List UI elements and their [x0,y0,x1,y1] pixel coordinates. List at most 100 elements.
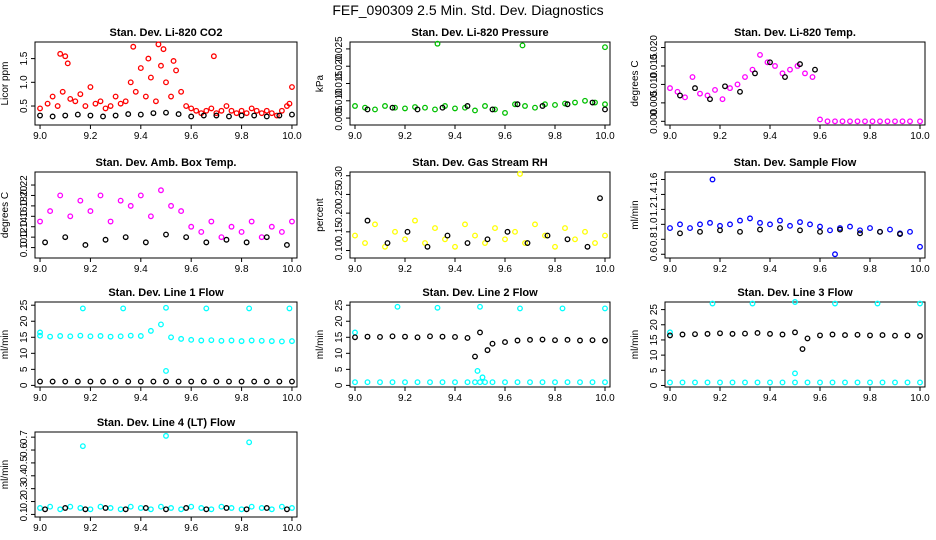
data-point [258,234,265,241]
data-point [87,333,94,340]
x-tick-label: 9.6 [184,131,198,142]
data-point [799,346,806,353]
data-point [137,111,144,118]
data-point [238,506,245,513]
data-point [74,111,81,118]
x-tick-label: 9.8 [235,393,249,404]
panel-2: Stan. Dev. Li-820 Pressure kPa 9.0 9.2 9.4 9.… [315,27,615,142]
data-point [917,300,923,307]
y-tick-label: 0.020 [334,53,345,78]
data-point [130,43,137,50]
data-point [87,506,94,513]
data-point [907,228,913,235]
data-point [203,506,210,513]
data-point [62,112,69,119]
data-point [539,103,546,109]
data-point [797,61,803,68]
data-point [489,340,496,347]
x-tick-label: 9.6 [498,264,512,275]
data-point [238,107,245,114]
x-tick-label: 10.0 [910,131,930,142]
x-tick-label: 9.2 [713,131,727,142]
data-point [238,228,245,235]
data-point [779,331,786,338]
y-tick-label: 1.6 [649,172,660,186]
data-point [137,192,144,199]
data-point [517,170,523,177]
data-point [854,118,861,125]
data-point [97,192,104,199]
data-point [97,503,104,510]
data-point [178,208,185,215]
data-point [228,223,235,230]
data-point [582,228,588,235]
y-tick-label: 0.30 [334,166,345,186]
y-tick-label: 0.7 [19,430,30,444]
data-point [777,217,783,224]
x-tick-label: 10.0 [595,131,615,142]
series-1 [352,40,608,116]
data-point [218,337,225,344]
series-2 [37,378,295,385]
y-tick-label: 0.12 [19,227,30,247]
y-tick-label: 10 [649,349,660,361]
data-point [163,368,169,374]
data-point [522,103,528,109]
data-point [82,242,89,248]
x-tick-label: 9.6 [498,393,512,404]
data-point [57,50,64,57]
data-point [559,305,566,312]
data-point [112,93,119,100]
data-point [122,234,129,241]
series-1 [37,432,295,513]
data-point [697,228,703,235]
data-point [539,379,546,386]
data-point [62,505,69,511]
panel-title: Stan. Dev. Gas Stream RH [412,157,548,169]
y-tick-label: 0.14 [19,217,30,237]
data-point [602,232,608,239]
x-tick-label: 9.2 [713,264,727,275]
panel-8: Stan. Dev. Line 2 Flow ml/min 9.0 9.2 9.4 9.6… [315,287,615,404]
data-point [37,218,43,225]
data-point [474,368,481,374]
data-point [517,305,523,312]
data-point [251,378,258,385]
data-point [213,112,220,119]
series-2 [364,99,608,113]
data-point [233,110,240,117]
data-point [892,332,898,339]
data-point [734,81,741,88]
data-point [64,60,71,67]
data-point [414,106,421,113]
data-point [200,112,207,119]
data-point [502,236,508,243]
y-tick-label: 1.2 [649,202,660,216]
data-point [258,505,265,511]
data-point [364,106,371,113]
y-tick-label: 25 [649,304,660,316]
data-point [489,106,496,113]
data-point [137,65,144,72]
data-point [817,379,823,386]
data-point [57,333,64,339]
data-point [737,88,743,95]
data-point [717,330,723,337]
data-point [97,333,104,339]
data-point [512,101,518,108]
data-point [79,443,86,450]
data-point [248,105,255,112]
y-tick-label: 0.005 [649,90,660,115]
data-point [869,118,876,125]
data-point [289,84,295,91]
data-point [364,379,371,386]
data-point [42,239,49,246]
data-point [484,347,491,354]
data-point [200,378,207,385]
data-point [183,505,190,511]
data-point [246,305,253,312]
x-tick-label: 9.0 [348,131,362,142]
data-point [37,378,43,385]
data-point [268,506,275,513]
